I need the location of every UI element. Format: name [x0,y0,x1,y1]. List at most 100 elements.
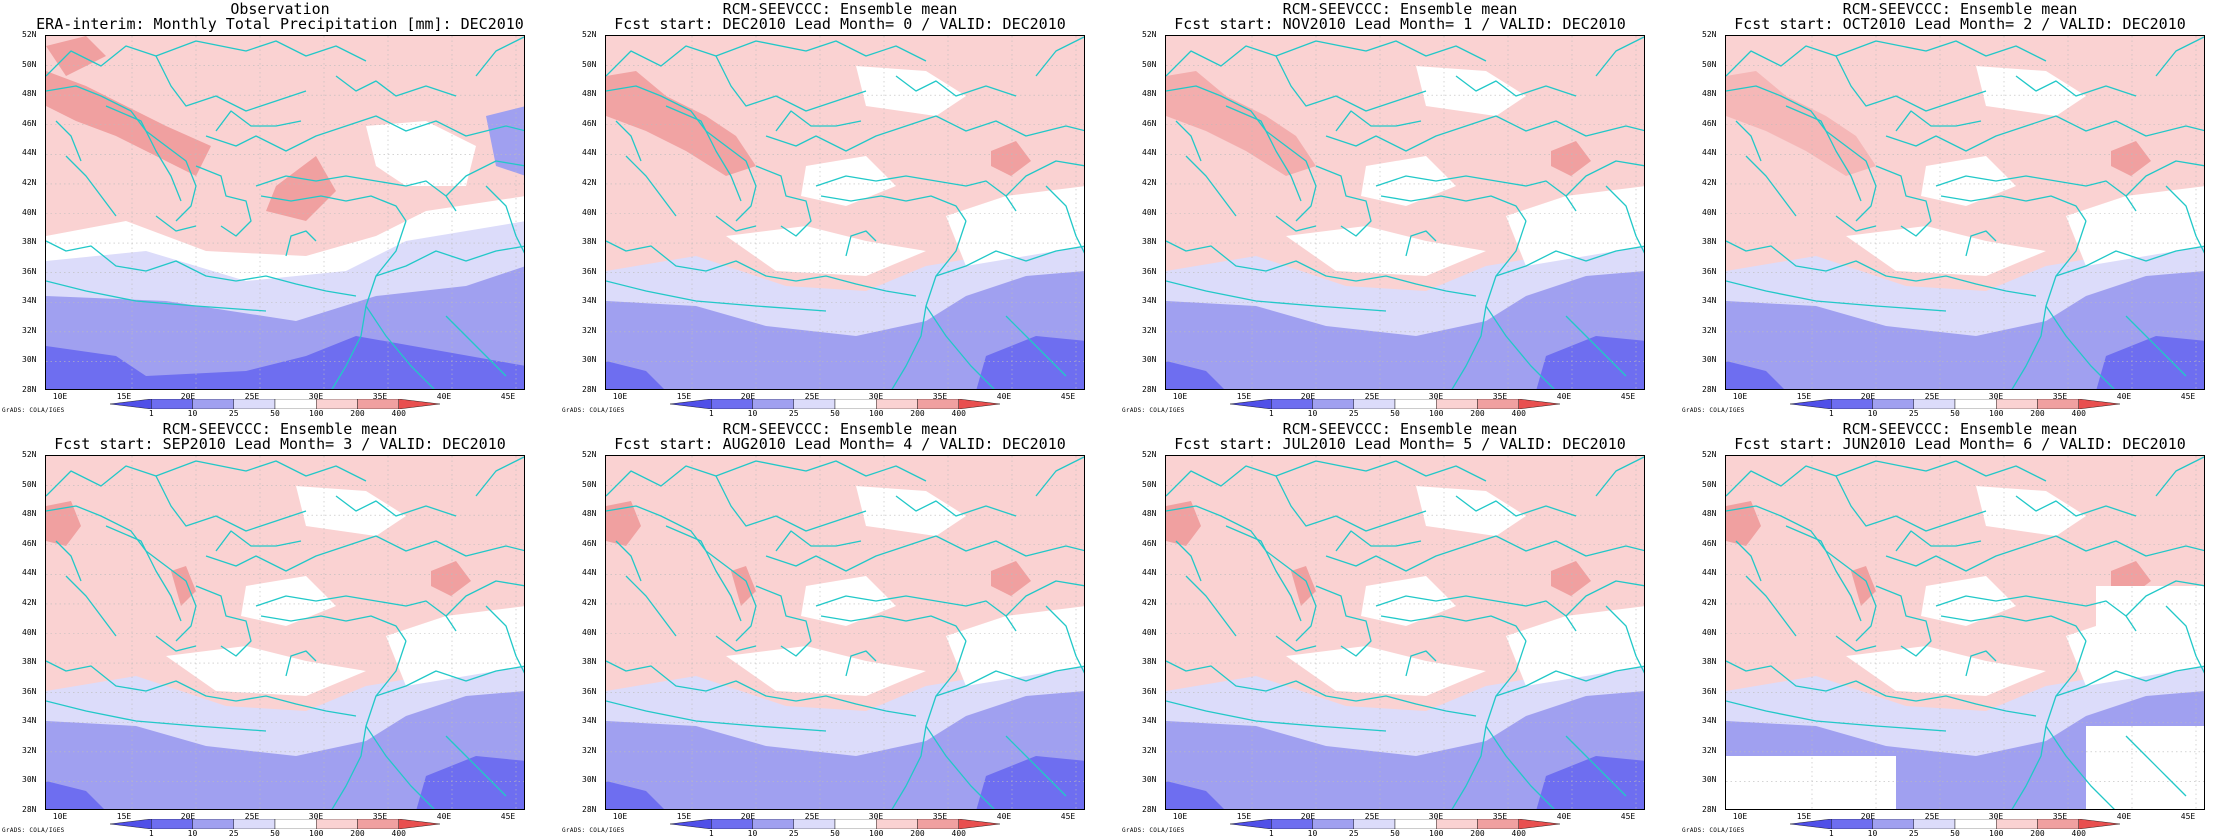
longitude-label: 15E [1236,392,1252,401]
latitude-label: 52N [582,30,597,39]
coastline [755,165,812,237]
longitude-label: 10E [1172,812,1188,821]
latitude-label: 36N [22,686,37,696]
colorbar [1230,819,1560,829]
colorbar-label: 10 [187,829,198,838]
colorbar-label: 400 [2071,409,2086,418]
coastline [1035,36,1084,77]
latitude-label: 34N [1142,716,1157,726]
colorbar-label: 25 [1348,409,1359,418]
coastline [65,155,117,217]
colorbar-label: 1 [1828,829,1834,838]
colorbar-label: 25 [1908,409,1919,418]
panel-title: RCM-SEEVCCC: Ensemble mean [1282,420,1518,438]
blue-region [1726,271,2204,389]
longitude-label: 30E [308,392,324,401]
coastline [105,525,182,622]
coastline [55,540,82,582]
pink-region [606,71,756,176]
coastline [1225,105,1302,202]
panel-subtitle: Fcst start: SEP2010 Lead Month= 3 / VALI… [54,435,506,453]
colorbar-label: 1 [1268,829,1274,838]
colorbar-label: 400 [1511,409,1526,418]
coastline [1565,160,1644,197]
colorbar-label: 1 [708,409,714,418]
colorbar-label: 1 [708,829,714,838]
coastline [1325,115,1644,152]
coastline [155,55,307,112]
latitude-label: 32N [1702,325,1717,335]
coastline [445,580,524,617]
panel-title: Observation [230,0,330,18]
white-region [366,121,476,186]
longitude-label: 35E [2052,392,2068,401]
coastline [935,245,1084,277]
coastline [2125,580,2204,617]
coastline [365,305,435,389]
colorbar-label: 200 [350,829,365,838]
colorbar [110,399,440,409]
colorbar-low-arrow [1790,819,1832,829]
coastline [1940,195,2087,222]
pink-region [46,71,211,176]
coastline [606,660,917,717]
forecast-panel-lead-4: RCM-SEEVCCC: Ensemble mean Fcst start: AU… [560,420,1120,840]
longitude-label: 10E [612,392,628,401]
latitude-label: 38N [1702,657,1717,667]
pink-region [991,141,1031,176]
coastline [1185,575,1237,637]
colorbar-segment [793,399,836,409]
panel-subtitle: Fcst start: NOV2010 Lead Month= 1 / VALI… [1174,15,1626,33]
colorbar-label: 100 [1989,409,2004,418]
latitude-label: 42N [582,177,597,187]
coastline [1005,735,1067,797]
latitude-label: 36N [1142,686,1157,696]
coastline [285,650,317,677]
colorbar-label: 50 [270,409,280,418]
precipitation-map [605,35,1085,390]
coastline [1175,540,1202,582]
latitude-label: 44N [582,568,597,578]
forecast-panel-lead-0: RCM-SEEVCCC: Ensemble mean Fcst start: DE… [560,0,1120,420]
latitude-label: 50N [22,59,37,69]
white-region [1846,226,2046,276]
latitude-label: 40N [1702,207,1717,217]
latitude-label: 46N [582,538,597,548]
white-region [2096,586,2204,646]
latitude-label: 34N [582,296,597,306]
grads-credit: GrADS: COLA/IGES [1122,407,1185,414]
longitude-label: 15E [1236,812,1252,821]
coastline [1405,650,1437,677]
latitude-label: 32N [22,745,37,755]
colorbar-label: 25 [788,829,799,838]
white-region [1976,66,2086,116]
longitude-label: 40E [1556,812,1572,821]
longitude-label: 25E [1364,392,1380,401]
latitude-label: 48N [1702,89,1717,99]
coastline [1895,110,1982,132]
dark-blue-region [2096,336,2204,389]
colorbar-segment [1394,399,1437,409]
colorbar-segment [1312,399,1354,409]
grads-credit: GrADS: COLA/IGES [562,407,625,414]
colorbar-segment [1477,819,1519,829]
coastline [1605,185,1644,254]
coastline [1875,165,1932,237]
coastline [46,505,197,642]
panel-subtitle: Fcst start: JUL2010 Lead Month= 5 / VALI… [1174,435,1626,453]
colorbar-label: 400 [951,829,966,838]
latitude-label: 30N [1142,355,1157,365]
colorbar-label: 25 [1908,829,1919,838]
panel-title: RCM-SEEVCCC: Ensemble mean [1842,0,2078,18]
coastline [1895,530,1982,552]
coastline [625,155,677,217]
dark-blue-region [606,361,664,389]
colorbar-low-arrow [1230,399,1272,409]
white-region [1286,226,1486,276]
colorbar-label: 10 [187,409,198,418]
panel-subtitle: Fcst start: JUN2010 Lead Month= 6 / VALI… [1734,435,2186,453]
observation-panel: Observation ERA-interim: Monthly Total Pr… [0,0,560,420]
coastline [55,120,82,162]
coastline [1726,280,1947,312]
longitude-label: 45E [500,812,516,821]
